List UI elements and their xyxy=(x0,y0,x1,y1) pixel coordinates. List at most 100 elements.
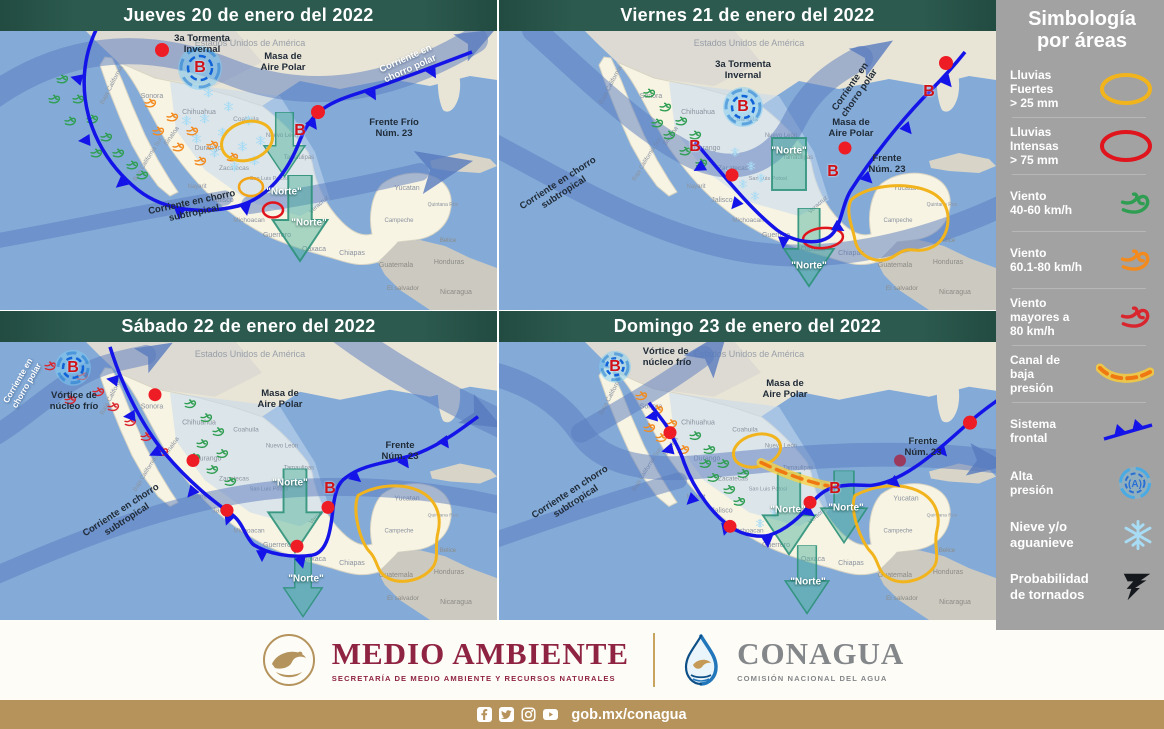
cold-front-line xyxy=(693,50,967,244)
semarnat-title: MEDIO AMBIENTE xyxy=(331,635,630,671)
legend-panel: Simbología por áreas Lluvias Fuertes > 2… xyxy=(996,0,1164,630)
low-pressure-channel xyxy=(756,458,836,491)
map-title-bar: Viernes 21 de enero del 2022 xyxy=(499,0,996,31)
map-canvas-jueves xyxy=(0,0,497,310)
low-pressure-channel-icon xyxy=(1096,363,1154,383)
legend-item-wind-80: Viento mayores a 80 km/h xyxy=(1010,291,1154,343)
facebook-icon[interactable] xyxy=(477,707,493,722)
heavy-rain-area xyxy=(220,119,274,163)
legend-item-low-pressure-channel: Canal de baja presión xyxy=(1010,348,1154,400)
heavy-rain-area xyxy=(354,484,441,583)
low-pressure-dot xyxy=(939,56,953,70)
jet-stream-bands xyxy=(499,18,996,267)
legend-divider xyxy=(1012,173,1146,175)
legend-item-high-pressure: Alta presión (A) xyxy=(1010,457,1154,509)
jet-stream-bands xyxy=(499,345,996,548)
legend-label: Canal de baja presión xyxy=(1010,352,1061,395)
low-pressure-dot-dark xyxy=(894,454,906,467)
cold-front-line xyxy=(108,346,480,558)
low-pressure-dot xyxy=(723,519,737,533)
semarnat-wordmark: MEDIO AMBIENTE SECRETARÍA DE MEDIO AMBIE… xyxy=(332,638,629,683)
winter-storm-symbol xyxy=(178,46,222,90)
map-title-bar: Domingo 23 de enero del 2022 xyxy=(499,311,996,342)
map-title-bar: Jueves 20 de enero del 2022 xyxy=(0,0,497,31)
conagua-title: CONAGUA xyxy=(737,635,905,671)
footer-logos: MEDIO AMBIENTE SECRETARÍA DE MEDIO AMBIE… xyxy=(0,620,1164,700)
conagua-wordmark: CONAGUA COMISIÓN NACIONAL DEL AGUA xyxy=(737,638,904,683)
low-pressure-dot xyxy=(803,495,817,509)
map-date-title: Sábado 22 de enero del 2022 xyxy=(121,316,376,336)
map-panel-sabado: Sábado 22 de enero del 2022 B B Vórtice … xyxy=(0,311,497,620)
map-title-bar: Sábado 22 de enero del 2022 xyxy=(0,311,497,342)
mexico-coat-of-arms-icon xyxy=(262,634,315,686)
cold-front-line xyxy=(647,399,996,538)
high-pressure-letter: (A) xyxy=(1128,479,1142,490)
footer-divider xyxy=(653,633,656,687)
legend-divider xyxy=(1012,344,1146,346)
semarnat-subtitle: SECRETARÍA DE MEDIO AMBIENTE Y RECURSOS … xyxy=(331,673,616,683)
frontal-system-icon xyxy=(1103,418,1153,441)
intense-rain-ellipse-icon xyxy=(1100,129,1152,162)
legend-item-wind-40-60: Viento 40-60 km/h xyxy=(1010,177,1154,229)
map-panel-jueves: Jueves 20 de enero del 2022 B B 3a Torme… xyxy=(0,0,497,310)
legend-label: Nieve y/o aguanieve xyxy=(1010,519,1074,550)
legend-label: Viento 60.1-80 km/h xyxy=(1010,245,1083,274)
legend-label: Lluvias Fuertes > 25 mm xyxy=(1010,67,1059,110)
legend-item-wind-60-80: Viento 60.1-80 km/h xyxy=(1010,234,1154,286)
low-pressure-dot xyxy=(838,141,852,155)
map-panel-domingo: Domingo 23 de enero del 2022 B B Vórtice… xyxy=(499,311,996,620)
twitter-icon[interactable] xyxy=(499,707,515,722)
low-pressure-dot xyxy=(725,168,739,182)
low-pressure-dot xyxy=(663,426,677,440)
low-pressure-dot xyxy=(148,388,162,402)
legend-item-snow: Nieve y/o aguanieve xyxy=(1010,509,1154,561)
winter-storm-symbol xyxy=(723,87,763,127)
wind-green-icon xyxy=(1120,186,1154,220)
cold-core-vortex-symbol xyxy=(599,350,631,383)
map-date-title: Jueves 20 de enero del 2022 xyxy=(123,5,374,25)
low-pressure-dot xyxy=(290,539,304,553)
map-date-title: Domingo 23 de enero del 2022 xyxy=(613,316,882,336)
legend-item-tornado: Probabilidad de tornados xyxy=(1010,561,1154,613)
legend-label: Lluvias Intensas > 75 mm xyxy=(1010,124,1059,167)
legend-label: Viento mayores a 80 km/h xyxy=(1010,295,1070,338)
low-pressure-dot xyxy=(186,454,200,467)
legend-label: Alta presión xyxy=(1010,468,1054,497)
legend-divider xyxy=(1012,230,1146,232)
tornado-icon xyxy=(1123,573,1151,601)
low-pressure-dot xyxy=(321,500,335,514)
map-date-title: Viernes 21 de enero del 2022 xyxy=(620,5,875,25)
intense-rain-area xyxy=(261,201,285,219)
high-pressure-icon: (A) xyxy=(1119,466,1151,499)
heavy-rain-ellipse-icon xyxy=(1100,72,1152,105)
low-pressure-dot xyxy=(155,43,169,57)
cold-core-vortex-symbol xyxy=(55,349,91,386)
low-pressure-dot xyxy=(311,105,325,119)
legend-item-frontal-system: Sistema frontal xyxy=(1010,405,1154,457)
map-panel-viernes: Viernes 21 de enero del 2022 B B B B 3a … xyxy=(499,0,996,310)
map-canvas-viernes xyxy=(499,0,996,310)
low-pressure-dot xyxy=(220,503,234,517)
legend-item-intense-rain: Lluvias Intensas > 75 mm xyxy=(1010,120,1154,172)
youtube-icon[interactable] xyxy=(543,707,559,722)
wind-red-icon xyxy=(1120,300,1154,334)
wind-orange-icon xyxy=(1120,243,1154,277)
heavy-rain-area xyxy=(847,184,950,262)
legend-item-heavy-rain: Lluvias Fuertes > 25 mm xyxy=(1010,63,1154,115)
legend-divider xyxy=(1012,287,1146,289)
heavy-rain-area-small xyxy=(237,176,265,198)
heavy-rain-area xyxy=(851,484,940,584)
footer-url[interactable]: gob.mx/conagua xyxy=(571,706,687,723)
snow-icon xyxy=(1122,519,1154,551)
conagua-subtitle: COMISIÓN NACIONAL DEL AGUA xyxy=(737,673,888,683)
legend-label: Viento 40-60 km/h xyxy=(1010,188,1073,217)
norte-region xyxy=(771,137,807,191)
low-pressure-dot xyxy=(963,415,977,430)
legend-label: Sistema frontal xyxy=(1010,416,1057,445)
instagram-icon[interactable] xyxy=(521,707,536,722)
conagua-drop-icon xyxy=(684,634,718,686)
legend-label: Probabilidad de tornados xyxy=(1010,571,1089,602)
map-canvas-sabado xyxy=(0,311,497,620)
footer-gold-bar: gob.mx/conagua xyxy=(0,700,1164,729)
